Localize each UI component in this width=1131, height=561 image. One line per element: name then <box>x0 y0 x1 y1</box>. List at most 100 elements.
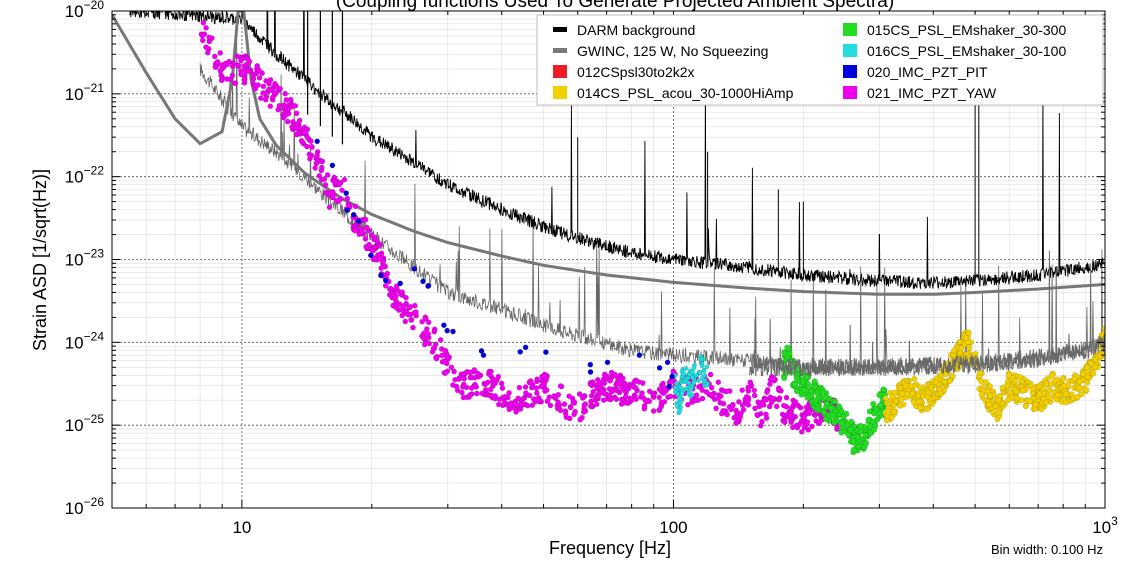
data-point <box>865 416 872 423</box>
data-point <box>451 368 457 375</box>
x-tick-label: 103 <box>1092 514 1118 537</box>
data-point <box>308 138 314 144</box>
data-point <box>800 414 807 421</box>
data-point <box>442 359 449 365</box>
y-axis-label: Strain ASD [1/sqrt(Hz)] <box>30 169 50 351</box>
legend-swatch <box>553 27 567 32</box>
data-point <box>200 37 206 44</box>
data-point <box>804 394 811 401</box>
data-point <box>530 396 537 402</box>
data-point <box>421 330 427 336</box>
data-point <box>350 211 357 218</box>
data-point <box>1084 373 1091 380</box>
data-point <box>1017 374 1024 381</box>
data-point <box>522 344 529 351</box>
data-point <box>902 382 909 389</box>
data-point <box>643 398 650 405</box>
plot-area <box>112 11 1105 456</box>
data-point <box>783 403 790 410</box>
ambient-band-trace <box>748 250 1105 377</box>
data-point <box>986 401 993 408</box>
legend-label: 012CSpsl30to2k2x <box>577 64 695 80</box>
data-point <box>999 384 1006 391</box>
data-point <box>1047 394 1054 401</box>
data-point <box>767 381 773 387</box>
data-point <box>616 380 623 387</box>
data-point <box>229 72 236 79</box>
data-point <box>576 391 583 397</box>
data-point <box>431 326 438 333</box>
data-point <box>792 399 799 405</box>
data-point <box>293 121 300 128</box>
data-point <box>673 389 678 394</box>
data-point <box>656 394 662 401</box>
data-point <box>596 379 603 386</box>
data-point <box>831 419 838 426</box>
data-point <box>290 119 296 125</box>
series-gwinc <box>112 11 1105 296</box>
data-point <box>751 387 757 394</box>
data-point <box>896 402 903 409</box>
x-axis-label: Frequency [Hz] <box>549 538 671 558</box>
data-point <box>978 391 985 398</box>
data-point <box>877 402 884 409</box>
data-point <box>421 341 428 348</box>
data-point <box>543 387 550 393</box>
data-point <box>760 398 766 405</box>
data-point <box>489 378 496 385</box>
data-point <box>1097 352 1104 359</box>
data-point <box>382 283 389 289</box>
data-point <box>520 396 527 402</box>
data-point <box>724 411 730 418</box>
legend-swatch <box>553 48 567 53</box>
data-point <box>425 319 432 326</box>
y-tick-label: 10−26 <box>65 495 105 518</box>
series-015cs-psl-emshaker-30-300 <box>780 344 888 456</box>
data-point <box>250 76 257 82</box>
data-point <box>790 424 796 431</box>
data-point <box>747 379 754 385</box>
data-point <box>1042 399 1049 406</box>
data-point <box>667 393 674 400</box>
data-point <box>282 112 288 119</box>
legend-swatch <box>843 44 857 57</box>
data-point <box>715 395 722 402</box>
data-point <box>254 63 260 69</box>
data-point <box>601 380 608 386</box>
data-point <box>673 385 678 390</box>
data-point <box>620 375 626 382</box>
data-point <box>838 419 845 426</box>
data-point <box>543 349 549 355</box>
data-point <box>541 380 547 387</box>
data-point <box>587 369 594 375</box>
data-point <box>243 61 250 68</box>
data-point <box>803 374 810 381</box>
data-point <box>1076 378 1083 385</box>
data-point <box>898 395 905 402</box>
data-point <box>679 391 685 397</box>
data-point <box>424 326 430 332</box>
data-point <box>840 413 847 420</box>
data-point <box>464 394 470 400</box>
data-point <box>402 318 409 325</box>
legend-label: 020_IMC_PZT_PIT <box>867 64 988 80</box>
data-point <box>368 252 374 259</box>
data-point <box>454 387 461 394</box>
data-point <box>255 82 261 88</box>
data-point <box>754 412 760 418</box>
data-point <box>206 34 212 41</box>
data-point <box>533 385 540 391</box>
data-point <box>632 385 639 391</box>
data-point <box>1061 382 1068 389</box>
data-point <box>372 234 378 241</box>
data-point <box>739 387 745 393</box>
data-point <box>850 446 857 453</box>
data-point <box>685 401 691 408</box>
data-point <box>1088 360 1095 367</box>
data-point <box>269 94 276 101</box>
data-point <box>641 405 648 412</box>
data-point <box>779 411 786 418</box>
data-point <box>432 341 439 348</box>
chart-title: (Coupling functions Used To Generate Pro… <box>336 0 894 12</box>
legend-swatch <box>843 65 857 78</box>
